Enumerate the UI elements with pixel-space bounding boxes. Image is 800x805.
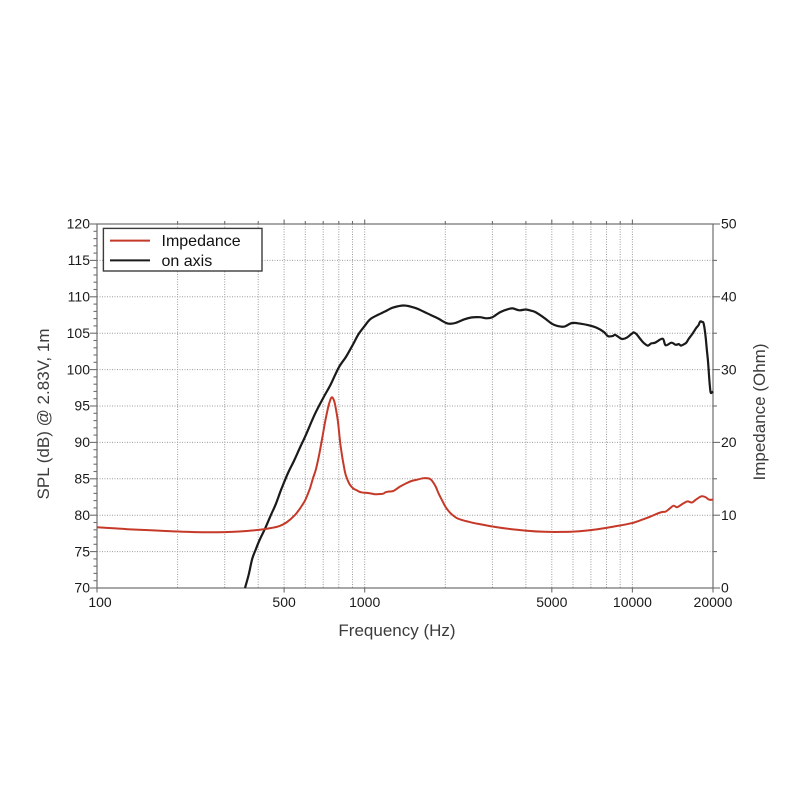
svg-text:20: 20 [721, 434, 737, 450]
svg-text:SPL (dB) @ 2.83V, 1m: SPL (dB) @ 2.83V, 1m [34, 329, 53, 500]
svg-text:on axis: on axis [162, 253, 213, 270]
svg-text:85: 85 [74, 471, 90, 487]
svg-text:500: 500 [272, 594, 296, 610]
svg-text:1000: 1000 [349, 594, 380, 610]
svg-text:110: 110 [68, 289, 91, 305]
svg-text:100: 100 [67, 361, 91, 377]
svg-text:95: 95 [74, 398, 90, 414]
svg-text:120: 120 [67, 216, 91, 232]
svg-text:20000: 20000 [694, 594, 733, 610]
svg-text:Impedance: Impedance [162, 233, 241, 250]
svg-text:100: 100 [88, 594, 112, 610]
svg-text:Frequency (Hz): Frequency (Hz) [338, 621, 455, 640]
svg-text:5000: 5000 [536, 594, 567, 610]
svg-text:70: 70 [74, 580, 90, 596]
svg-text:115: 115 [68, 252, 91, 268]
svg-text:90: 90 [74, 434, 90, 450]
svg-text:50: 50 [721, 216, 737, 232]
svg-text:105: 105 [67, 325, 91, 341]
svg-text:Impedance (Ohm): Impedance (Ohm) [750, 344, 769, 481]
svg-text:75: 75 [74, 543, 90, 559]
svg-text:10: 10 [721, 507, 737, 523]
svg-text:40: 40 [721, 289, 737, 305]
svg-text:30: 30 [721, 361, 737, 377]
svg-text:0: 0 [721, 580, 729, 596]
svg-text:10000: 10000 [613, 594, 652, 610]
svg-text:80: 80 [74, 507, 90, 523]
